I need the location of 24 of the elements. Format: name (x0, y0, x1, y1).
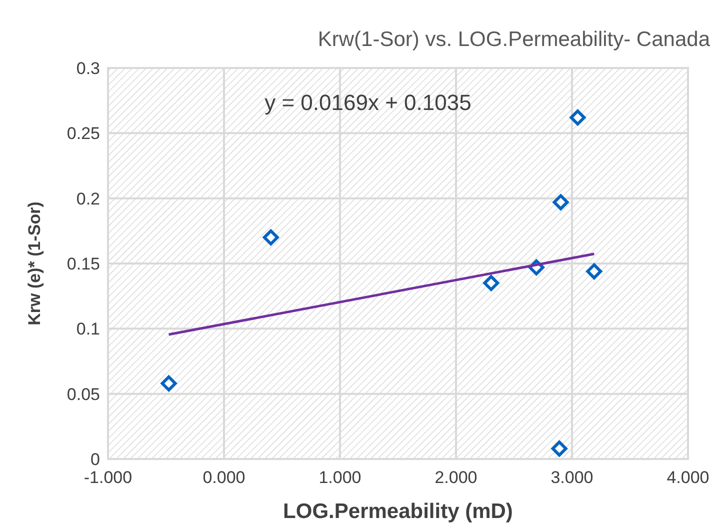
x-tick-label: 4.000 (666, 468, 710, 487)
y-tick-label: 0.25 (66, 124, 100, 144)
point (586, 263, 602, 280)
x-tick-label: 1.000 (318, 468, 362, 487)
x-axis-title: LOG.Permeability (mD) (283, 500, 513, 523)
x-tick-label: 2.000 (434, 468, 478, 487)
annotation: y = 0.0169x + 0.1035 (264, 90, 472, 115)
point (160, 375, 177, 392)
point (262, 229, 279, 246)
point (551, 440, 568, 457)
y-tick-label: 0.1 (76, 320, 100, 339)
y-tick-label: 0.3 (76, 59, 100, 78)
point (552, 194, 569, 210)
point (483, 275, 500, 292)
x-tick-label: -1.000 (84, 468, 132, 487)
chart-title: Krw(1-Sor) vs. LOG.Permeability- Canada (318, 28, 710, 51)
x-tick-label: 3.000 (550, 468, 594, 487)
y-tick-label: 0 (90, 450, 100, 469)
y-tick-label: 0.2 (76, 189, 100, 208)
y-axis-title: Krw (e)* (1-Sor) (25, 202, 44, 326)
x-tick-label: 0.000 (202, 468, 246, 487)
y-tick-label: 0.15 (66, 254, 100, 274)
point (570, 110, 586, 126)
y-tick-label: 0.05 (66, 384, 100, 404)
